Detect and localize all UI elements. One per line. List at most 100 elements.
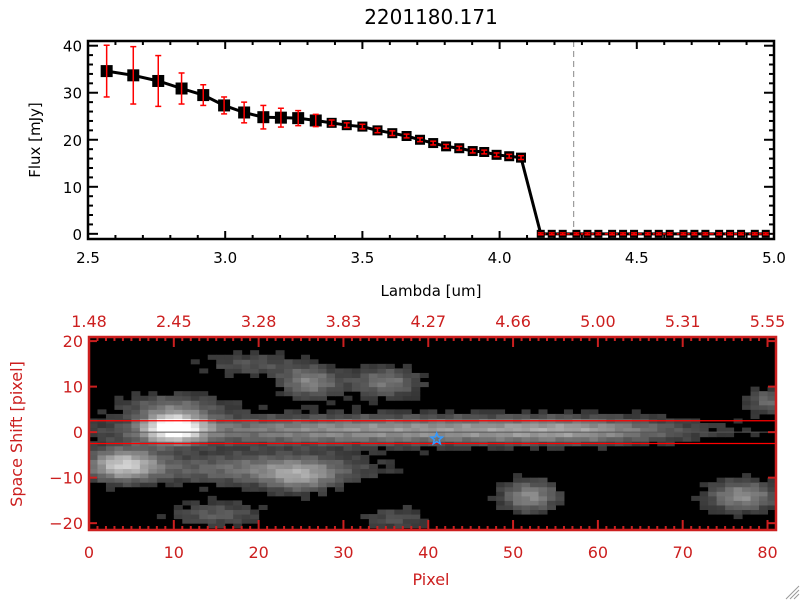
image-pixel	[538, 491, 548, 497]
image-pixel	[250, 354, 260, 360]
image-pixel	[207, 354, 217, 360]
image-pixel	[190, 391, 200, 397]
image-pixel	[216, 427, 226, 433]
image-pixel	[250, 372, 260, 379]
image-pixel	[623, 436, 633, 442]
image-pixel	[334, 423, 344, 429]
image-pixel	[716, 423, 726, 429]
image-pixel	[241, 436, 251, 442]
image-pixel	[538, 413, 548, 419]
image-pixel	[513, 413, 523, 419]
image-pixel	[156, 459, 166, 465]
image-pixel	[89, 473, 98, 479]
image-pixel	[190, 459, 200, 465]
image-pixel	[402, 382, 412, 388]
image-pixel	[275, 450, 285, 456]
image-pixel	[165, 400, 175, 406]
image-pixel	[148, 436, 158, 442]
image-pixel	[148, 473, 158, 479]
image-pixel	[385, 436, 395, 442]
image-pixel	[241, 423, 251, 429]
resize-grip-icon[interactable]	[785, 585, 800, 600]
image-pixel	[122, 473, 132, 479]
image-pixel	[165, 436, 175, 442]
image-pixel	[377, 413, 387, 419]
image-pixel	[640, 413, 650, 419]
image-pixel	[224, 500, 234, 506]
image-pixel	[351, 468, 361, 474]
image-pixel	[343, 372, 353, 379]
image-pixel	[114, 450, 124, 456]
image-pixel	[122, 482, 132, 488]
image-pixel	[394, 395, 404, 401]
image-pixel	[258, 468, 268, 474]
image-pixel	[267, 368, 277, 374]
image-pixel	[555, 500, 565, 506]
image-pixel	[351, 463, 361, 470]
image-pixel	[360, 395, 370, 401]
image-pixel	[326, 413, 336, 419]
image-pixel	[173, 409, 183, 415]
image-pixel	[105, 463, 115, 470]
image-pixel	[267, 413, 277, 419]
image-pixel	[521, 500, 531, 506]
image-pixel	[513, 500, 523, 506]
image-pixel	[250, 363, 260, 369]
image-pixel	[334, 454, 344, 460]
image-pixel	[275, 486, 285, 492]
image-pixel	[284, 450, 294, 456]
image-pixel	[199, 391, 209, 397]
image-pixel	[631, 409, 641, 415]
image-pixel	[258, 432, 268, 438]
image-pixel	[767, 504, 777, 511]
image-pixel	[343, 423, 353, 429]
image-pixel	[411, 423, 421, 429]
image-pixel	[411, 509, 421, 515]
image-pixel	[496, 413, 506, 419]
image-pixel	[182, 463, 192, 470]
image-pixel	[250, 468, 260, 474]
image-pixel	[521, 491, 531, 497]
image-pixel	[759, 395, 769, 401]
image-pixel	[216, 477, 226, 483]
image-pixel	[182, 391, 192, 397]
image-pixel	[216, 413, 226, 419]
image-pixel	[589, 423, 599, 429]
image-pixel	[360, 368, 370, 374]
image-pixel	[89, 454, 98, 460]
image-pixel	[445, 423, 455, 429]
image-pixel	[377, 391, 387, 397]
image-pixel	[216, 400, 226, 406]
image-pixel	[105, 454, 115, 460]
image-pixel	[216, 450, 226, 456]
image-pixel	[368, 368, 378, 374]
image-pixel	[173, 445, 183, 451]
image-pixel	[402, 395, 412, 401]
image-pixel	[241, 368, 251, 374]
image-pixel	[165, 473, 175, 479]
image-pixel	[224, 473, 234, 479]
image-pixel	[165, 450, 175, 456]
image-pixel	[402, 427, 412, 433]
image-pixel	[275, 459, 285, 465]
image-pixel	[563, 436, 573, 442]
image-pixel	[377, 468, 387, 474]
image-pixel	[318, 473, 327, 479]
image-pixel	[131, 391, 141, 397]
image-pixel	[97, 477, 107, 483]
image-pixel	[547, 427, 556, 433]
image-pixel	[504, 486, 514, 492]
image-pixel	[368, 427, 378, 433]
image-pixel	[224, 423, 234, 429]
image-pixel	[538, 477, 548, 483]
image-pixel	[479, 423, 489, 429]
y-tick-label: 0	[73, 423, 83, 442]
image-pixel	[767, 486, 777, 492]
image-pixel	[156, 432, 166, 438]
image-pixel	[233, 450, 243, 456]
image-pixel	[148, 459, 158, 465]
image-pixel	[309, 427, 319, 433]
image-pixel	[725, 491, 735, 497]
image-pixel	[258, 427, 268, 433]
image-pixel	[275, 436, 285, 442]
